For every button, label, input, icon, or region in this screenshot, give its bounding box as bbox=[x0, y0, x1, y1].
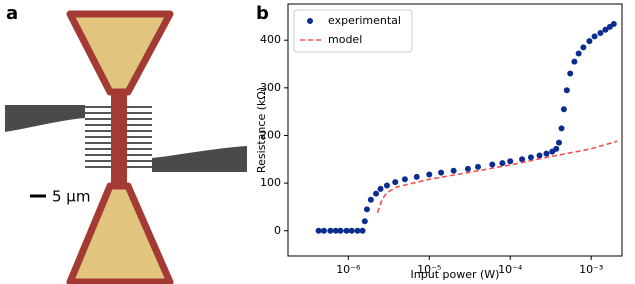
data-point bbox=[527, 154, 534, 161]
data-point bbox=[475, 163, 482, 170]
right-lead bbox=[152, 146, 247, 172]
data-point bbox=[401, 176, 408, 183]
data-point bbox=[499, 160, 506, 167]
y-tick-label: 0 bbox=[274, 224, 281, 237]
data-point bbox=[591, 33, 598, 40]
data-point bbox=[536, 152, 543, 159]
data-point bbox=[361, 218, 368, 225]
data-point bbox=[332, 227, 339, 234]
x-tick-label: 10⁻⁶ bbox=[336, 263, 361, 276]
legend-label: model bbox=[328, 33, 362, 46]
data-point bbox=[426, 171, 433, 178]
panel-label: b bbox=[256, 3, 269, 24]
data-point bbox=[413, 173, 420, 180]
data-point bbox=[507, 158, 514, 165]
data-point bbox=[586, 38, 593, 45]
y-tick-label: 100 bbox=[260, 176, 281, 189]
legend-box bbox=[293, 9, 413, 53]
data-point bbox=[315, 227, 322, 234]
data-point bbox=[560, 106, 567, 113]
scale-bar-label: 5 µm bbox=[52, 188, 90, 206]
data-point bbox=[464, 165, 471, 172]
x-tick-label: 10⁻⁴ bbox=[498, 263, 523, 276]
device-diagram: 5 µm bbox=[5, 10, 247, 284]
data-point bbox=[610, 21, 617, 28]
model-line bbox=[376, 140, 618, 213]
data-point bbox=[383, 182, 390, 189]
data-point bbox=[567, 70, 574, 77]
x-axis-label: Input power (W) bbox=[411, 268, 500, 281]
y-tick-label: 300 bbox=[260, 81, 281, 94]
data-point bbox=[563, 87, 570, 94]
strip bbox=[111, 92, 127, 187]
panel-label: a bbox=[6, 3, 18, 24]
data-point bbox=[348, 227, 355, 234]
data-point bbox=[519, 156, 526, 163]
data-point bbox=[558, 125, 565, 132]
data-point bbox=[555, 139, 562, 146]
data-point bbox=[359, 227, 366, 234]
left-lead bbox=[5, 105, 85, 132]
data-point bbox=[392, 179, 399, 186]
data-point bbox=[597, 30, 604, 37]
data-point bbox=[377, 185, 384, 192]
bottom-pad bbox=[66, 182, 174, 284]
data-point bbox=[438, 169, 445, 176]
legend-label: experimental bbox=[328, 14, 401, 27]
data-point bbox=[373, 190, 380, 197]
data-point bbox=[489, 161, 496, 168]
data-point bbox=[575, 50, 582, 57]
data-point bbox=[363, 206, 370, 213]
data-point bbox=[602, 26, 609, 33]
data-point bbox=[320, 227, 327, 234]
x-tick-label: 10⁻⁵ bbox=[417, 263, 441, 276]
y-tick-label: 400 bbox=[260, 33, 281, 46]
top-pad bbox=[66, 10, 174, 96]
data-point bbox=[571, 58, 578, 65]
data-point bbox=[580, 44, 587, 51]
data-point bbox=[367, 196, 374, 203]
y-tick-label: 200 bbox=[260, 128, 281, 141]
data-point bbox=[327, 227, 334, 234]
data-point bbox=[543, 150, 550, 157]
data-point bbox=[450, 167, 457, 174]
plot-frame bbox=[287, 3, 623, 257]
data-point bbox=[553, 145, 560, 152]
y-axis-label: Resistance (kΩ) bbox=[255, 87, 268, 173]
data-point bbox=[337, 227, 344, 234]
data-point bbox=[354, 227, 361, 234]
data-point bbox=[343, 227, 350, 234]
legend-marker bbox=[307, 18, 313, 24]
x-tick-label: 10⁻³ bbox=[579, 263, 603, 276]
